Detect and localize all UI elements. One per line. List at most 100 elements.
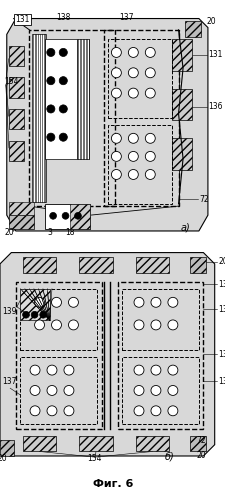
- Circle shape: [47, 386, 57, 395]
- Text: 72: 72: [196, 436, 205, 445]
- Circle shape: [133, 320, 143, 330]
- FancyArrowPatch shape: [43, 291, 49, 318]
- Circle shape: [150, 320, 160, 330]
- Circle shape: [133, 365, 143, 375]
- Bar: [79, 257, 112, 273]
- Bar: [20, 357, 97, 424]
- Circle shape: [111, 47, 121, 57]
- Circle shape: [150, 365, 160, 375]
- Text: 20: 20: [0, 454, 7, 463]
- Text: 131б: 131б: [217, 377, 225, 386]
- Circle shape: [59, 48, 67, 56]
- Text: 20: 20: [4, 228, 14, 237]
- Circle shape: [167, 320, 177, 330]
- Text: 137: 137: [119, 13, 133, 22]
- Circle shape: [51, 297, 61, 307]
- Polygon shape: [20, 289, 50, 320]
- Bar: [171, 89, 191, 120]
- Circle shape: [51, 320, 61, 330]
- Text: 18: 18: [65, 228, 74, 237]
- Circle shape: [128, 47, 138, 57]
- Circle shape: [22, 311, 29, 318]
- Bar: [189, 257, 205, 273]
- FancyArrowPatch shape: [31, 291, 48, 318]
- Bar: [45, 39, 76, 159]
- Circle shape: [111, 68, 121, 78]
- Circle shape: [111, 88, 121, 98]
- Bar: [0, 440, 14, 456]
- Circle shape: [145, 170, 155, 180]
- Circle shape: [111, 151, 121, 161]
- Polygon shape: [7, 18, 207, 231]
- Circle shape: [47, 406, 57, 416]
- Circle shape: [47, 77, 55, 85]
- Circle shape: [150, 406, 160, 416]
- Circle shape: [133, 386, 143, 395]
- Bar: [32, 34, 46, 202]
- Bar: [171, 138, 191, 170]
- Circle shape: [31, 311, 38, 318]
- Bar: [45, 204, 90, 229]
- Text: 154: 154: [4, 77, 19, 86]
- Text: 136: 136: [217, 350, 225, 359]
- FancyArrowPatch shape: [22, 291, 48, 318]
- Circle shape: [59, 105, 67, 113]
- Circle shape: [111, 170, 121, 180]
- Circle shape: [68, 297, 78, 307]
- Circle shape: [128, 170, 138, 180]
- Circle shape: [40, 311, 46, 318]
- Circle shape: [145, 133, 155, 143]
- Text: 72: 72: [198, 195, 208, 204]
- Bar: [104, 30, 178, 206]
- Circle shape: [133, 297, 143, 307]
- Circle shape: [30, 406, 40, 416]
- Circle shape: [145, 151, 155, 161]
- Text: 20: 20: [206, 17, 216, 26]
- Bar: [76, 39, 89, 159]
- Bar: [184, 21, 200, 36]
- Circle shape: [59, 133, 67, 141]
- Circle shape: [74, 213, 81, 219]
- Bar: [117, 282, 202, 429]
- FancyArrowPatch shape: [47, 291, 49, 318]
- Text: 137: 137: [217, 304, 225, 313]
- Circle shape: [34, 320, 44, 330]
- Circle shape: [145, 68, 155, 78]
- Text: 131a: 131a: [217, 280, 225, 289]
- Bar: [16, 282, 101, 429]
- Circle shape: [150, 297, 160, 307]
- Circle shape: [167, 297, 177, 307]
- FancyArrowPatch shape: [35, 291, 48, 318]
- Bar: [9, 215, 34, 229]
- Circle shape: [128, 151, 138, 161]
- Bar: [29, 30, 115, 206]
- Circle shape: [64, 406, 74, 416]
- Bar: [9, 45, 24, 66]
- Circle shape: [50, 213, 56, 219]
- Text: 20: 20: [196, 452, 205, 461]
- Circle shape: [47, 365, 57, 375]
- Text: 139: 139: [2, 307, 17, 316]
- Circle shape: [47, 48, 55, 56]
- Bar: [122, 289, 198, 350]
- Text: 154: 154: [87, 454, 102, 463]
- Bar: [9, 202, 34, 215]
- Text: 131: 131: [15, 15, 30, 24]
- Bar: [22, 436, 56, 452]
- Circle shape: [30, 365, 40, 375]
- Circle shape: [128, 133, 138, 143]
- Bar: [9, 109, 24, 129]
- Circle shape: [64, 386, 74, 395]
- Text: 131: 131: [207, 50, 221, 59]
- Bar: [70, 204, 90, 229]
- Bar: [135, 257, 169, 273]
- Circle shape: [64, 365, 74, 375]
- Circle shape: [128, 88, 138, 98]
- Text: 136: 136: [207, 102, 221, 111]
- Circle shape: [47, 133, 55, 141]
- Text: а): а): [180, 222, 189, 232]
- Bar: [108, 125, 171, 204]
- Bar: [9, 141, 24, 161]
- Text: 137: 137: [2, 377, 17, 386]
- Bar: [22, 257, 56, 273]
